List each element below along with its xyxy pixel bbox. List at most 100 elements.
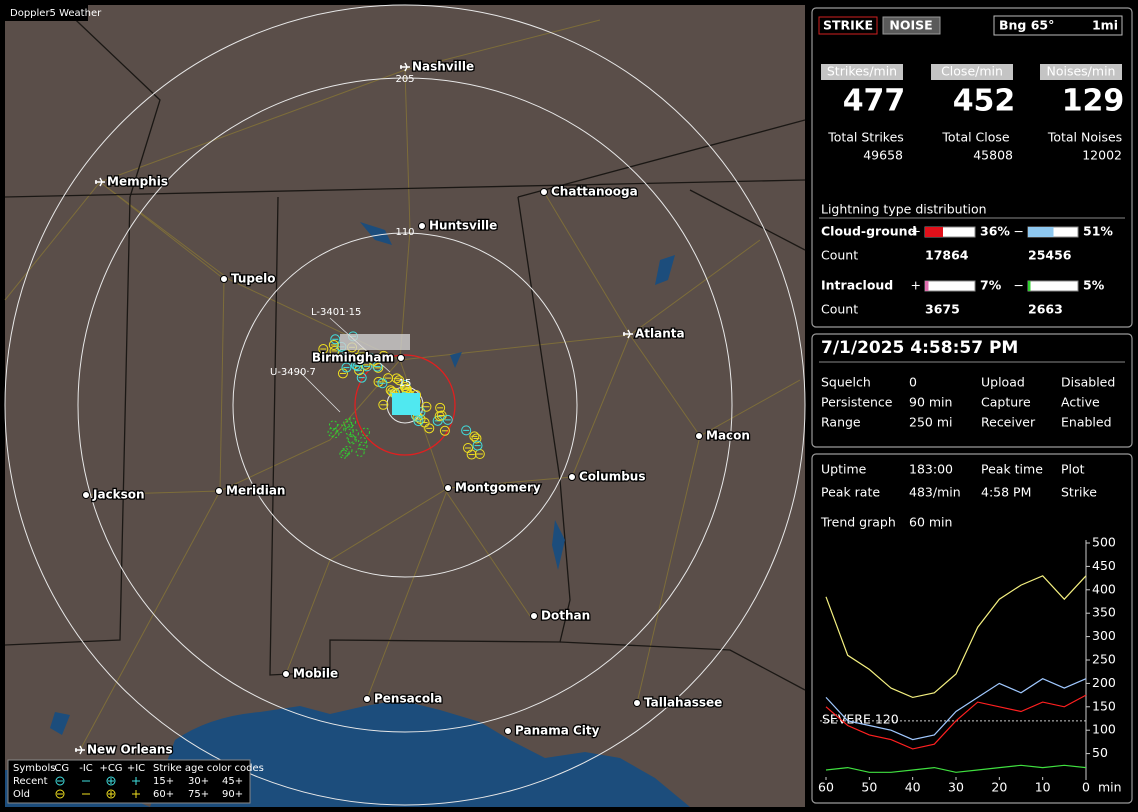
status-cell: Range bbox=[821, 415, 861, 430]
trend-rows: Uptime 183:00 Peak time Plot Peak rate 483/mi… bbox=[821, 462, 1097, 500]
app-title: Doppler5 Weather bbox=[10, 8, 102, 19]
strike-symbol bbox=[351, 353, 362, 364]
dist-bar bbox=[925, 227, 943, 237]
strike-symbol bbox=[383, 373, 394, 384]
legend-title: Strike age color codes bbox=[153, 763, 264, 774]
city-dot bbox=[418, 222, 426, 230]
x-tick-label: 30 bbox=[948, 780, 964, 795]
y-tick-label: 100 bbox=[1092, 722, 1116, 737]
title-bar bbox=[5, 5, 88, 21]
city-dot bbox=[282, 670, 290, 678]
strike-symbol bbox=[377, 378, 388, 389]
rate-header: Close/min bbox=[941, 64, 1003, 79]
status-cell: Persistence bbox=[821, 395, 893, 410]
total-value: 12002 bbox=[1082, 148, 1122, 163]
city-dot bbox=[220, 275, 228, 283]
dist-label: Intracloud bbox=[821, 278, 893, 293]
city-dot bbox=[530, 612, 538, 620]
x-unit: min bbox=[1098, 780, 1122, 795]
airport-icon bbox=[400, 62, 410, 72]
age-code: 15+ bbox=[153, 776, 174, 787]
status-cell: Capture bbox=[981, 395, 1031, 410]
count-value: 2663 bbox=[1028, 302, 1063, 317]
gulf-water bbox=[150, 700, 690, 807]
strike-symbol bbox=[469, 431, 480, 442]
y-tick-label: 250 bbox=[1092, 652, 1116, 667]
legend-header: +CG bbox=[99, 763, 122, 774]
distribution: Cloud-ground+ 36%17864− 51%25456CountIntra… bbox=[821, 224, 1113, 317]
rate-header-box bbox=[821, 64, 903, 80]
distribution-title: Lightning type distribution bbox=[821, 202, 987, 217]
rate-value: 477 bbox=[843, 84, 906, 119]
strike-symbol bbox=[330, 334, 341, 345]
noise-button[interactable] bbox=[882, 16, 941, 35]
y-tick-label: 350 bbox=[1092, 605, 1116, 620]
city-dot bbox=[444, 484, 452, 492]
strike-symbol bbox=[349, 428, 359, 438]
city-label: Macon bbox=[706, 429, 750, 443]
dist-bar-track bbox=[924, 280, 976, 292]
x-tick-label: 20 bbox=[991, 780, 1007, 795]
trend-cell: 183:00 bbox=[909, 462, 953, 477]
rates: Strikes/min 477 Total Strikes 49658 Close/mi… bbox=[821, 64, 1124, 163]
city-label: Dothan bbox=[541, 609, 590, 623]
age-code: 60+ bbox=[153, 789, 174, 800]
strike-symbol bbox=[378, 399, 389, 410]
dist-bar bbox=[1028, 281, 1031, 291]
legend-header: +IC bbox=[127, 763, 145, 774]
total-label: Total Close bbox=[941, 130, 1010, 145]
dist-sign: − bbox=[1014, 224, 1024, 239]
city-label: Pensacola bbox=[374, 692, 442, 706]
dist-value: 7% bbox=[980, 278, 1002, 293]
strike-symbol bbox=[344, 420, 354, 430]
status-cell: Disabled bbox=[1061, 375, 1115, 390]
y-tick-label: 450 bbox=[1092, 558, 1116, 573]
bearing: Bng 65° bbox=[999, 18, 1054, 33]
dist-value: 51% bbox=[1083, 224, 1113, 239]
strike-button-label[interactable]: STRIKE bbox=[823, 18, 873, 33]
y-tick-label: 500 bbox=[1092, 535, 1116, 550]
status-cell: 90 min bbox=[909, 395, 952, 410]
trend-graph bbox=[818, 538, 1086, 778]
ring-label: 110 bbox=[395, 227, 414, 238]
status-cell: Upload bbox=[981, 375, 1025, 390]
count-value: 17864 bbox=[925, 248, 969, 263]
strike-button[interactable] bbox=[818, 16, 878, 35]
strike-symbol bbox=[356, 372, 367, 383]
strike-symbol bbox=[421, 401, 432, 412]
strike-symbol bbox=[343, 445, 353, 455]
strike-symbol bbox=[413, 416, 424, 427]
city-dot bbox=[82, 491, 90, 499]
y-tick-label: 50 bbox=[1092, 745, 1108, 760]
count-value: 25456 bbox=[1028, 248, 1072, 263]
city-label: Montgomery bbox=[455, 481, 541, 495]
strike-symbol bbox=[347, 435, 357, 445]
count-label: Count bbox=[821, 248, 858, 263]
airport-icon bbox=[95, 177, 105, 187]
strike-symbol bbox=[394, 375, 405, 386]
legend-header: -CG bbox=[51, 763, 69, 774]
trend-cell: Plot bbox=[1061, 462, 1085, 477]
count-label: Count bbox=[821, 302, 858, 317]
strike-symbol bbox=[442, 414, 453, 425]
x-tick-label: 60 bbox=[818, 780, 834, 795]
status-rows: Squelch 0 Upload Disabled Persistence 90 min C… bbox=[821, 375, 1115, 430]
age-code: 45+ bbox=[222, 776, 243, 787]
total-label: Total Noises bbox=[1047, 130, 1122, 145]
dist-bar bbox=[925, 281, 929, 291]
strike-symbol bbox=[419, 417, 430, 428]
noise-button-label[interactable]: NOISE bbox=[889, 18, 932, 33]
strike-symbol bbox=[434, 411, 445, 422]
legend-icons bbox=[55, 776, 140, 799]
status-cell: Active bbox=[1061, 395, 1100, 410]
strike-symbol bbox=[471, 433, 482, 444]
airport-icon bbox=[75, 745, 85, 755]
ring-label: 205 bbox=[395, 74, 414, 85]
stats-panel bbox=[811, 7, 1133, 328]
strike-symbol bbox=[337, 368, 348, 379]
datetime: 7/1/2025 4:58:57 PM bbox=[821, 338, 1018, 358]
city-label: Birmingham bbox=[312, 351, 394, 365]
trend-cell: 4:58 PM bbox=[981, 485, 1031, 500]
city-dot bbox=[363, 695, 371, 703]
